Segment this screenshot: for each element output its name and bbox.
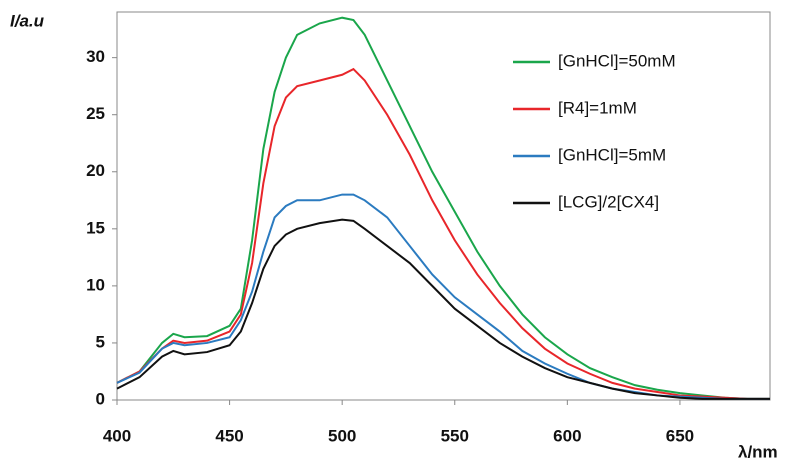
data-line xyxy=(116,67,770,400)
x-tick-label: 450 xyxy=(215,426,243,445)
y-tick-label: 15 xyxy=(86,218,105,237)
data-line xyxy=(116,16,770,400)
x-axis-label: λ/nm xyxy=(738,442,778,461)
data-line xyxy=(116,218,770,400)
x-tick-label: 650 xyxy=(666,426,694,445)
legend-label: [R4]=1mM xyxy=(558,98,637,117)
y-tick-label: 10 xyxy=(86,275,105,294)
x-tick-label: 400 xyxy=(103,426,131,445)
x-tick-label: 500 xyxy=(328,426,356,445)
x-tick-label: 550 xyxy=(441,426,469,445)
y-tick-label: 5 xyxy=(96,332,105,351)
y-tick-label: 30 xyxy=(86,47,105,66)
legend-label: [GnHCl]=5mM xyxy=(558,145,666,164)
y-tick-label: 20 xyxy=(86,161,105,180)
plot-frame xyxy=(116,11,771,401)
y-tick-label: 25 xyxy=(86,104,105,123)
legend-label: [LCG]/2[CX4] xyxy=(558,192,659,211)
y-axis-label: I/a.u xyxy=(10,11,45,30)
x-tick-label: 600 xyxy=(553,426,581,445)
legend-label: [GnHCl]=50mM xyxy=(558,51,676,70)
y-tick-label: 0 xyxy=(96,389,105,408)
